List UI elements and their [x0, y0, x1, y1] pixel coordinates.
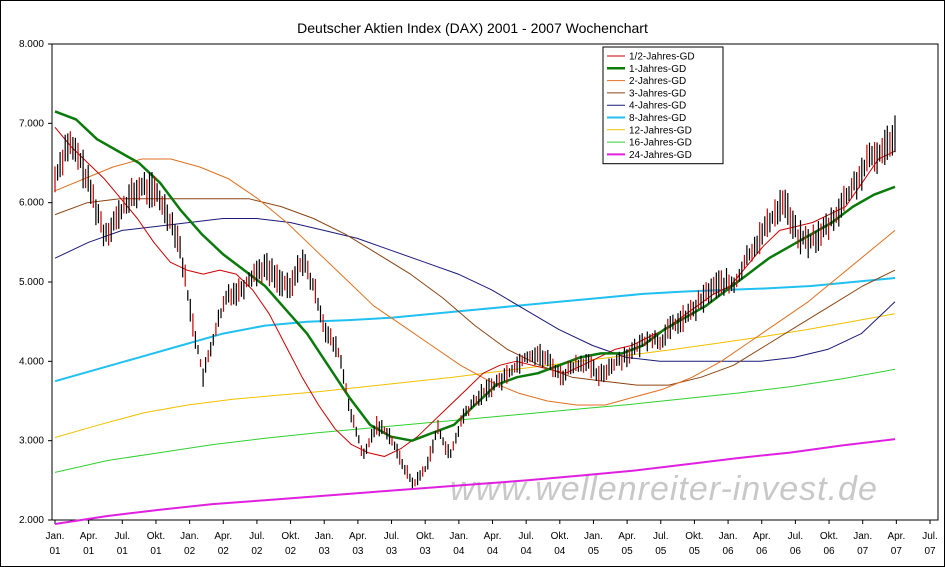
series-line-16-Jahres-GD	[54, 368, 896, 473]
x-tick-month: Jan.	[584, 531, 603, 542]
x-tick-month: Okt.	[551, 531, 569, 542]
x-tick-year: 03	[352, 546, 364, 557]
series-line-1-Jahres-GD	[54, 110, 896, 442]
legend-label: 8-Jahres-GD	[629, 113, 686, 124]
x-tick-year: 01	[49, 546, 61, 557]
x-tick-year: 05	[689, 546, 701, 557]
x-tick-year: 03	[319, 546, 331, 557]
x-tick-year: 06	[823, 546, 835, 557]
x-tick-month: Jul.	[653, 531, 669, 542]
x-tick-month: Jan.	[719, 531, 738, 542]
x-tick-month: Okt.	[820, 531, 838, 542]
x-tick-year: 06	[756, 546, 768, 557]
x-tick-month: Apr.	[618, 531, 636, 542]
y-tick-label: 6.000	[19, 198, 44, 209]
x-tick-year: 07	[857, 546, 869, 557]
x-tick-year: 02	[184, 546, 196, 557]
x-tick-month: Jan.	[46, 531, 65, 542]
x-tick-year: 04	[453, 546, 465, 557]
x-tick-month: Jul.	[384, 531, 400, 542]
x-tick-year: 06	[723, 546, 735, 557]
x-tick-year: 02	[251, 546, 263, 557]
y-tick-label: 5.000	[19, 277, 44, 288]
x-tick-month: Jul.	[115, 531, 131, 542]
x-tick-year: 05	[588, 546, 600, 557]
legend-label: 24-Jahres-GD	[629, 150, 692, 161]
y-tick-label: 8.000	[19, 39, 44, 50]
y-tick-label: 3.000	[19, 436, 44, 447]
x-tick-month: Jul.	[922, 531, 938, 542]
plot-area	[51, 43, 939, 521]
x-tick-year: 01	[117, 546, 129, 557]
x-tick-year: 02	[218, 546, 230, 557]
x-tick-month: Okt.	[147, 531, 165, 542]
x-tick-year: 01	[150, 546, 162, 557]
legend-label: 12-Jahres-GD	[629, 125, 692, 136]
series-line-4-Jahres-GD	[54, 218, 896, 362]
y-tick-label: 7.000	[19, 118, 44, 129]
x-axis: Jan. 01 Apr. 01 Jul. 01 Okt. 01 Jan. 02 Apr. 02 Jul.…	[46, 520, 938, 557]
x-tick-month: Apr.	[887, 531, 905, 542]
x-tick-month: Apr.	[214, 531, 232, 542]
y-axis: 2.000 3.000 4.000 5.000 6.000 7.000 8.000	[19, 39, 52, 526]
x-tick-month: Apr.	[484, 531, 502, 542]
x-tick-year: 04	[521, 546, 533, 557]
x-tick-year: 03	[386, 546, 398, 557]
series-line-2-Jahres-GD	[54, 158, 896, 406]
x-tick-month: Jul.	[518, 531, 534, 542]
legend-label: 1-Jahres-GD	[629, 64, 686, 75]
x-tick-month: Apr.	[753, 531, 771, 542]
x-tick-month: Jan.	[180, 531, 199, 542]
x-tick-year: 02	[285, 546, 297, 557]
series-line-3-Jahres-GD	[54, 198, 896, 386]
watermark-text: www.wellenreiter-invest.de	[450, 470, 878, 508]
x-tick-month: Apr.	[80, 531, 98, 542]
y-tick-label: 2.000	[19, 515, 44, 526]
x-tick-year: 07	[924, 546, 936, 557]
chart-title: Deutscher Aktien Index (DAX) 2001 - 2007…	[297, 20, 648, 36]
legend-label: 16-Jahres-GD	[629, 138, 692, 149]
x-tick-month: Jul.	[249, 531, 265, 542]
legend-label: 3-Jahres-GD	[629, 88, 686, 99]
x-tick-month: Jan.	[449, 531, 468, 542]
x-tick-year: 07	[891, 546, 903, 557]
series-line-24-Jahres-GD	[54, 438, 896, 525]
x-tick-month: Jul.	[788, 531, 804, 542]
x-tick-month: Okt.	[416, 531, 434, 542]
x-tick-month: Apr.	[349, 531, 367, 542]
x-tick-month: Okt.	[281, 531, 299, 542]
x-tick-month: Jan.	[315, 531, 334, 542]
x-tick-year: 04	[554, 546, 566, 557]
legend-label: 2-Jahres-GD	[629, 76, 686, 87]
x-tick-year: 04	[487, 546, 499, 557]
x-tick-year: 03	[420, 546, 432, 557]
x-tick-month: Okt.	[685, 531, 703, 542]
legend-label: 1/2-Jahres-GD	[629, 52, 695, 63]
x-tick-year: 01	[83, 546, 95, 557]
legend: 1/2-Jahres-GD1-Jahres-GD2-Jahres-GD3-Jah…	[602, 46, 724, 165]
x-tick-year: 05	[622, 546, 634, 557]
legend-label: 4-Jahres-GD	[629, 101, 686, 112]
x-tick-year: 06	[790, 546, 802, 557]
x-tick-year: 05	[655, 546, 667, 557]
x-tick-month: Jan.	[853, 531, 872, 542]
y-tick-label: 4.000	[19, 356, 44, 367]
price-layer	[54, 115, 896, 489]
